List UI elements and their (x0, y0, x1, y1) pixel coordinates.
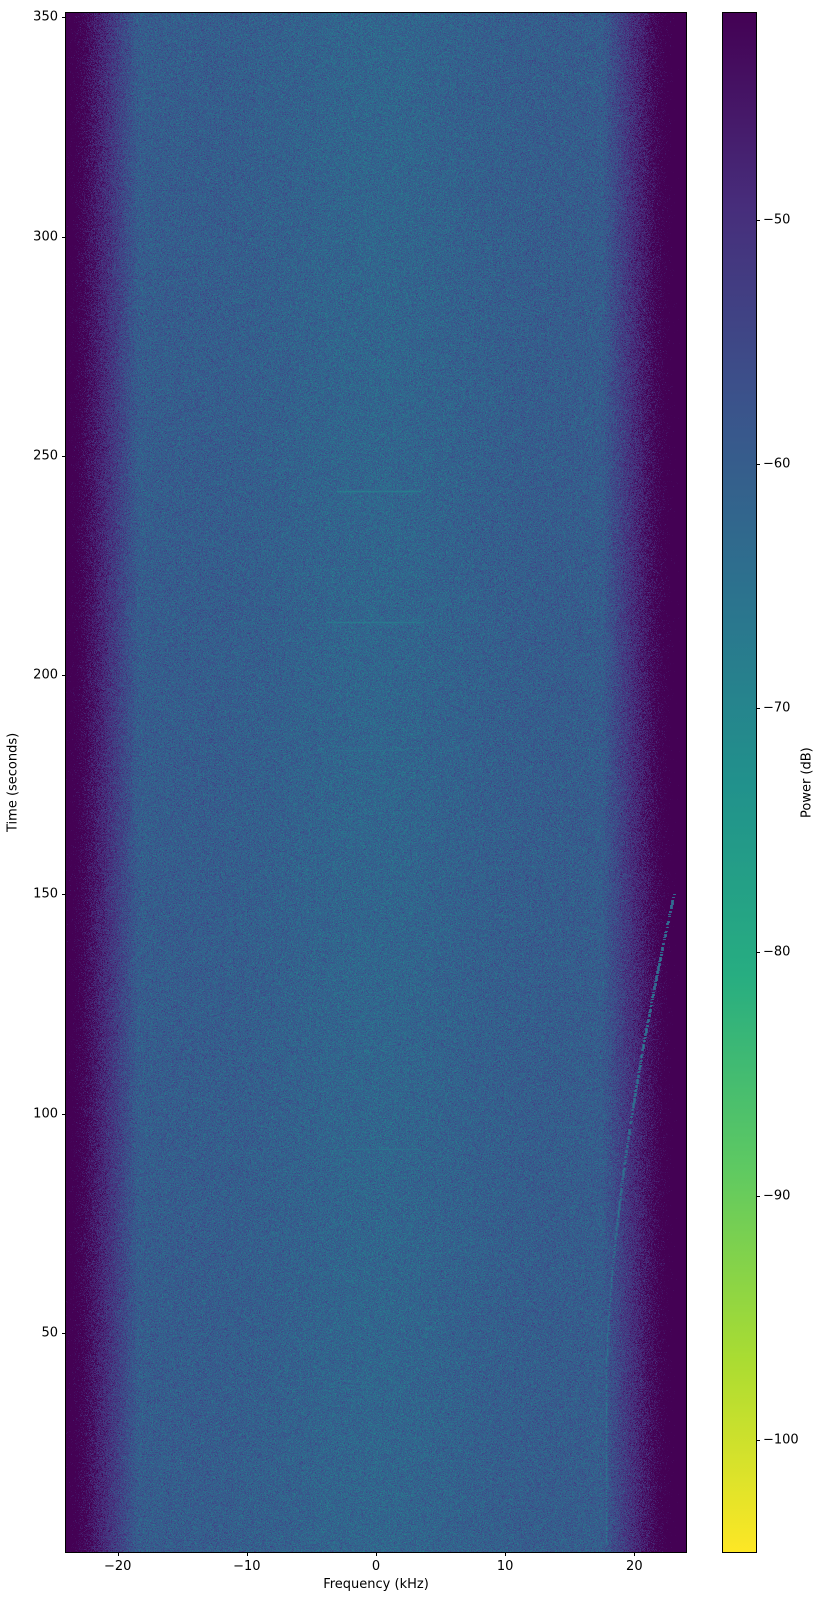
cb-tick--50-label: −50 (763, 212, 791, 228)
cb-tick--60-mark (756, 464, 760, 466)
y-tick-300-label: 300 (33, 229, 58, 245)
y-tick-350-mark (62, 17, 66, 19)
x-tick-10-mark (505, 1552, 507, 1556)
colorbar (722, 12, 757, 1553)
y-tick-200-mark (62, 675, 66, 677)
y-axis-label: Time (seconds) (5, 732, 21, 833)
cb-tick--50-mark (756, 220, 760, 222)
x-axis-label: Frequency (kHz) (323, 1577, 429, 1592)
y-tick-50-label: 50 (41, 1325, 58, 1341)
cb-tick--100-label: −100 (763, 1432, 799, 1448)
x-tick--10-label: −10 (233, 1559, 261, 1574)
plot-area (65, 12, 687, 1553)
cb-tick--90-mark (756, 1195, 760, 1197)
y-tick-50-mark (62, 1332, 66, 1334)
cb-tick--70-label: −70 (763, 700, 791, 716)
cb-tick--80-mark (756, 952, 760, 953)
cb-tick--70-mark (756, 708, 760, 710)
y-tick-150-label: 150 (33, 886, 58, 902)
y-tick-250-mark (62, 455, 66, 457)
x-tick--20-mark (117, 1552, 119, 1556)
x-tick-20-label: 20 (626, 1559, 643, 1574)
x-tick-20-mark (634, 1552, 636, 1556)
x-tick-0-label: 0 (371, 1559, 381, 1574)
cb-tick--100-mark (756, 1439, 760, 1441)
cb-tick--60-label: −60 (763, 456, 791, 472)
y-tick-200-label: 200 (33, 667, 58, 683)
x-tick--10-mark (246, 1552, 248, 1556)
y-tick-100-mark (62, 1113, 66, 1115)
cb-tick--90-label: −90 (763, 1188, 791, 1204)
y-tick-350-label: 350 (33, 9, 58, 25)
spectrogram-image (66, 13, 686, 1552)
colorbar-label: Power (dB) (799, 747, 815, 818)
y-tick-150-mark (62, 894, 66, 896)
y-tick-300-mark (62, 236, 66, 238)
colorbar-gradient (723, 13, 756, 1552)
y-tick-250-label: 250 (33, 448, 58, 464)
x-tick-10-label: 10 (496, 1559, 514, 1574)
x-tick-0-mark (376, 1552, 377, 1556)
y-tick-100-label: 100 (33, 1106, 58, 1122)
cb-tick--80-label: −80 (763, 944, 791, 960)
x-tick--20-label: −20 (103, 1559, 132, 1574)
